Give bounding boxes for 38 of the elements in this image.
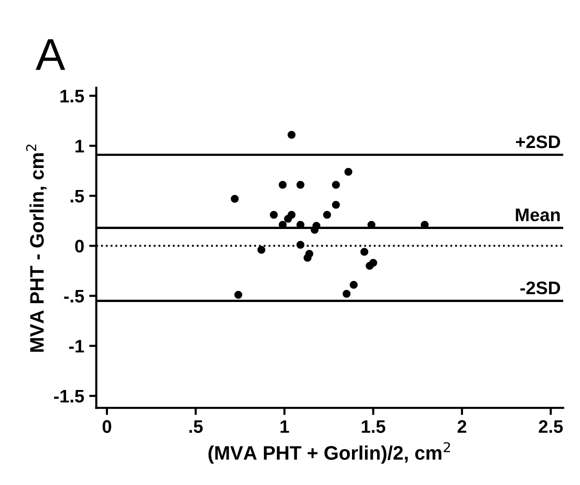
y-tick-label: -.5 (64, 290, 84, 303)
point (296, 240, 304, 249)
point (323, 210, 332, 219)
y-tick-label: -1.5 (54, 390, 84, 403)
point (234, 290, 242, 299)
chart-title: A (36, 39, 66, 70)
y-tick-label: 0 (75, 240, 84, 253)
point (296, 180, 304, 189)
x-tick-label: 2.5 (538, 420, 563, 433)
point (288, 130, 296, 139)
point (332, 180, 340, 189)
ref-line-label: -2SD (520, 281, 560, 294)
ref-line-label: +2SD (516, 135, 560, 148)
y-tick-label: 1.5 (60, 90, 84, 103)
y-axis-title: MVA PHT - Gorlin, cm$^{2}$ (26, 144, 47, 352)
ref-line-label: Mean (516, 208, 560, 222)
point (360, 248, 368, 256)
x-tick-label: 1 (280, 420, 289, 433)
point (305, 250, 314, 258)
point (344, 168, 352, 176)
y-tick-label: 1 (76, 140, 84, 152)
point (342, 290, 351, 298)
point (310, 226, 319, 234)
point (332, 200, 340, 209)
point (369, 258, 378, 267)
x-tick-label: 1.5 (362, 420, 386, 433)
x-axis-title: (MVA PHT + Gorlin)/2, cm$^{2}$ (208, 442, 450, 464)
point (270, 210, 278, 219)
point (284, 214, 292, 223)
point (257, 246, 266, 254)
point (350, 280, 358, 289)
x-tick-label: 0 (102, 420, 112, 433)
x-tick-label: .5 (189, 420, 203, 433)
x-tick-label: 2 (458, 420, 466, 433)
point (230, 194, 239, 203)
point (278, 180, 287, 189)
y-tick-label: .5 (70, 190, 84, 203)
y-tick-label: -1 (69, 340, 84, 352)
